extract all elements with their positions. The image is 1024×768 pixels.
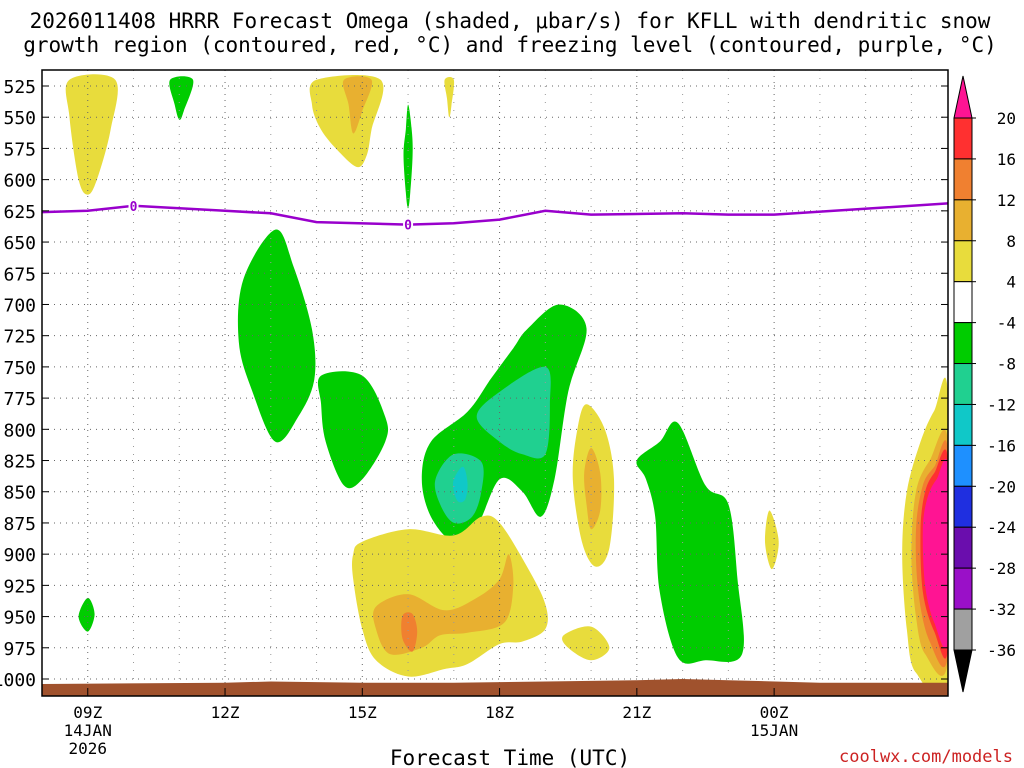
colorbar-swatch: [953, 403, 973, 446]
freezing-level-label: 0: [130, 200, 138, 215]
colorbar-swatch: [953, 363, 973, 405]
colorbar-label: 16: [997, 150, 1016, 169]
colorbar-label: -36: [987, 641, 1016, 660]
omega-region-25: [922, 458, 948, 649]
omega-region-9: [476, 366, 551, 459]
colorbar-swatch: [953, 117, 973, 160]
grid-lines: [42, 70, 948, 696]
colorbar-label: -8: [997, 355, 1016, 374]
y-tick-label: 850: [3, 483, 36, 504]
x-axis-label: Forecast Time (UTC): [390, 746, 630, 768]
y-tick-label: 700: [3, 295, 36, 316]
y-tick-label: 600: [3, 171, 36, 192]
x-tick-label: 12Z: [211, 703, 240, 722]
colorbar-label: 4: [1006, 273, 1016, 292]
x-tick-label: 21Z: [622, 703, 651, 722]
colorbar-bottom-arrow: [953, 649, 973, 693]
y-tick-label: 925: [3, 576, 36, 597]
x-tick-label: 00Z: [760, 703, 789, 722]
x-tick-label: 15Z: [348, 703, 377, 722]
chart-title-line-2: growth region (contoured, red, °C) and f…: [23, 33, 997, 57]
freezing-level-layer: 00: [42, 198, 948, 234]
y-tick-label: 800: [3, 420, 36, 441]
omega-region-17: [562, 626, 610, 661]
omega-region-7: [317, 371, 389, 489]
omega-region-11: [452, 466, 468, 503]
omega-region-16: [584, 448, 602, 530]
x-tick-year: 2026: [68, 739, 107, 758]
y-tick-label: 900: [3, 545, 36, 566]
colorbar-swatch: [953, 322, 973, 365]
y-tick-label: 550: [3, 108, 36, 129]
colorbar-label: -32: [987, 600, 1016, 619]
omega-region-5: [403, 104, 413, 209]
y-tick-label: 875: [3, 514, 36, 535]
freezing-level-line: [42, 202, 948, 226]
omega-shaded-regions: [65, 74, 948, 696]
y-axis: 525 550 575 600 625 650 675 700 725 750 775 800 825 8…: [0, 77, 948, 691]
y-tick-label: 950: [3, 608, 36, 629]
colorbar-label: 12: [997, 191, 1016, 210]
colorbar-swatch: [953, 158, 973, 201]
omega-region-18: [636, 421, 744, 664]
colorbar-label: -16: [987, 436, 1016, 455]
terrain-layer: [42, 679, 948, 696]
colorbar-swatch: [953, 444, 973, 487]
y-tick-label: 675: [3, 264, 36, 285]
watermark: coolwx.com/models: [839, 747, 1013, 767]
x-tick-date: 15JAN: [750, 721, 798, 740]
colorbar-label: 8: [1006, 232, 1016, 251]
x-tick-label: 09Z: [73, 703, 102, 722]
colorbar-label: -24: [987, 518, 1016, 537]
omega-region-3: [342, 76, 373, 134]
colorbar-swatch: [953, 485, 973, 528]
y-tick-label: 825: [3, 452, 36, 473]
colorbar-label: -12: [987, 395, 1016, 414]
omega-colorbar: 20 16 12 8 4 -4 -8 -12 -16 -20 -24 -28 -32 -36: [953, 75, 1016, 693]
y-tick-label: 625: [3, 202, 36, 223]
y-tick-label: 1000: [0, 670, 36, 691]
x-tick-label: 18Z: [485, 703, 514, 722]
omega-region-1: [169, 76, 194, 120]
colorbar-label: -20: [987, 477, 1016, 496]
y-tick-label: 725: [3, 327, 36, 348]
colorbar-swatch: [953, 240, 973, 283]
omega-region-4: [444, 77, 455, 118]
plot-frame: [41, 69, 949, 697]
freezing-level-label: 0: [404, 219, 412, 234]
colorbar-swatch: [953, 567, 973, 610]
y-tick-label: 650: [3, 233, 36, 254]
colorbar-label: -28: [987, 559, 1016, 578]
colorbar-swatch: [953, 199, 973, 242]
y-tick-label: 575: [3, 139, 36, 160]
colorbar-label: 20: [997, 109, 1016, 128]
omega-region-14: [401, 612, 418, 652]
colorbar-swatch: [953, 281, 973, 324]
colorbar-swatch: [953, 608, 973, 651]
y-tick-label: 975: [3, 639, 36, 660]
chart-title-line-1: 2026011408 HRRR Forecast Omega (shaded, …: [30, 9, 991, 33]
y-tick-label: 750: [3, 358, 36, 379]
terrain-fill: [42, 679, 948, 696]
y-tick-label: 525: [3, 77, 36, 98]
colorbar-swatch: [953, 526, 973, 569]
x-tick-date: 14JAN: [64, 721, 112, 740]
y-tick-label: 775: [3, 389, 36, 410]
omega-region-20: [78, 597, 95, 632]
omega-region-0: [65, 74, 118, 195]
colorbar-label: -4: [997, 314, 1016, 333]
